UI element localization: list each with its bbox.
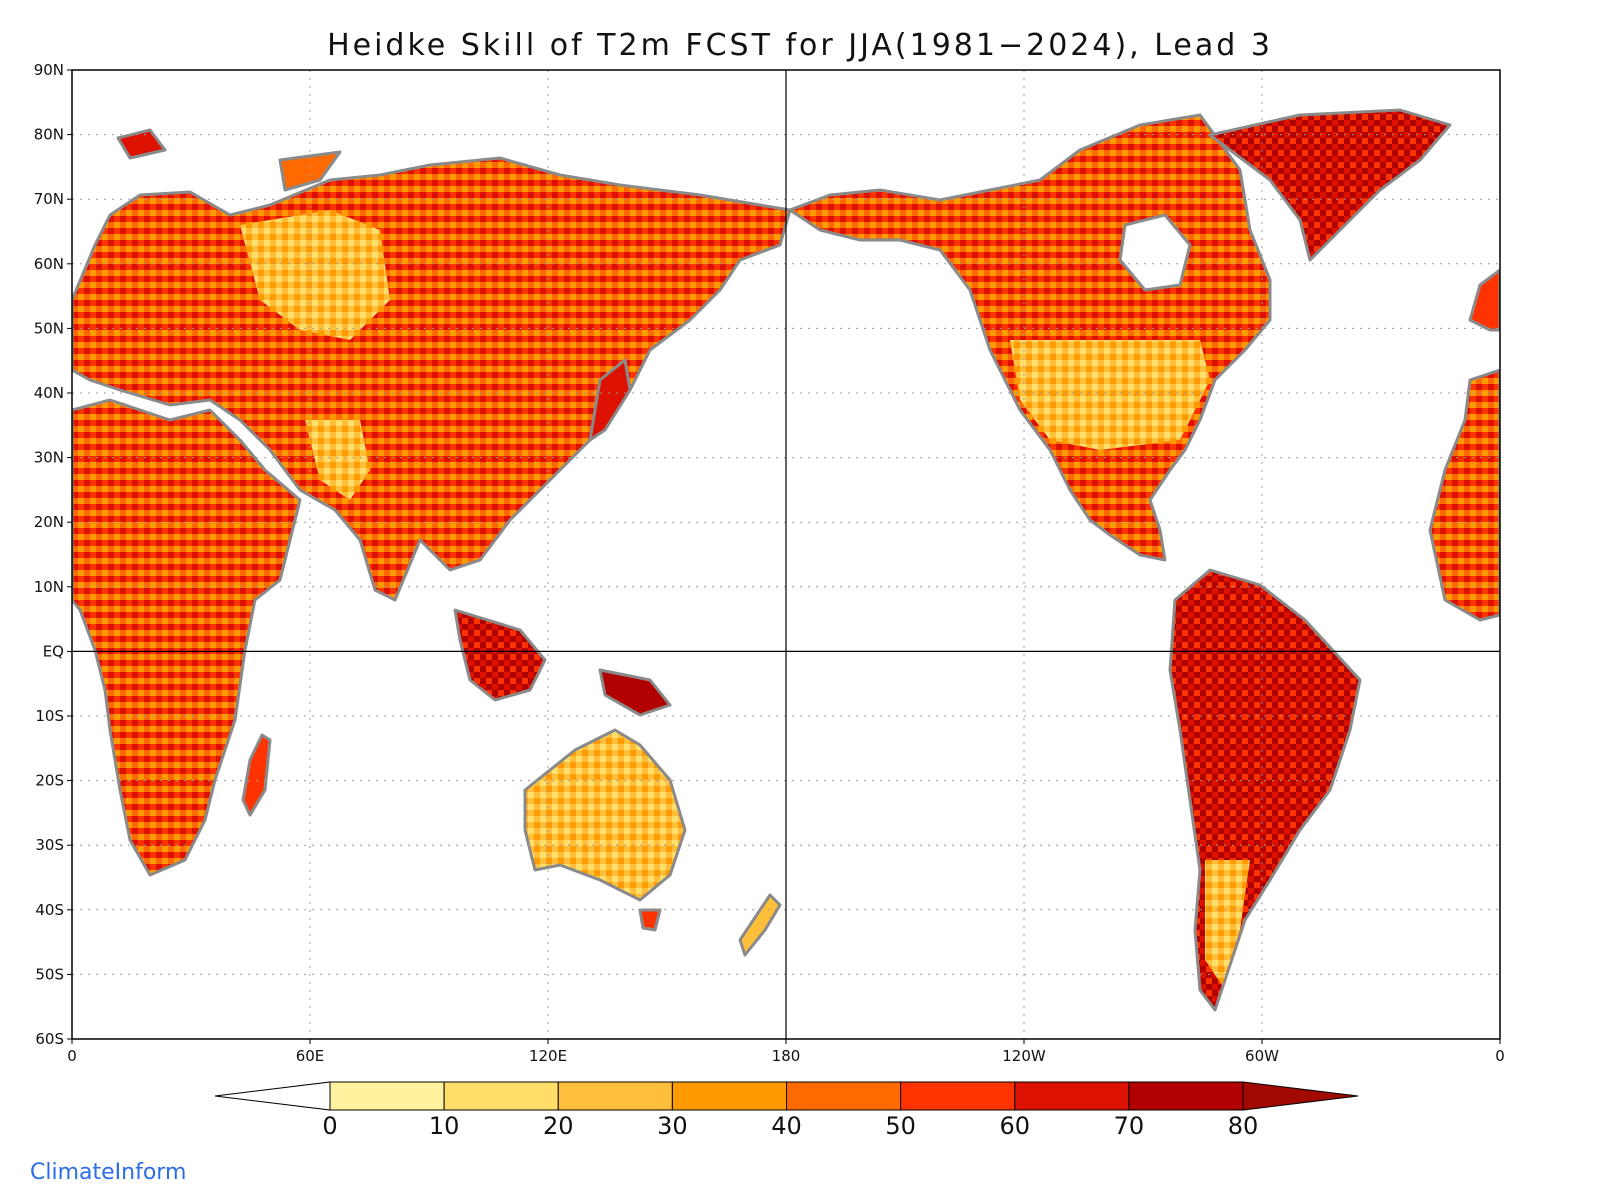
north-america-region bbox=[788, 113, 1272, 562]
south-america-region bbox=[1168, 568, 1362, 1012]
lon-tick-label: 120E bbox=[529, 1047, 567, 1065]
australia-region bbox=[523, 728, 687, 902]
lat-tick-label: 60N bbox=[34, 255, 64, 273]
lat-tick-label: 30N bbox=[34, 449, 64, 467]
colorbar-tick-label: 70 bbox=[1114, 1112, 1145, 1140]
lat-tick-label: 30S bbox=[35, 836, 64, 854]
latitude-axis: 90N 80N 70N 60N 50N 40N 30N 20N 10N EQ 10S 20S 30S 40… bbox=[34, 61, 72, 1048]
lat-tick-label: 10S bbox=[35, 707, 64, 725]
colorbar-arrow-high bbox=[1242, 1081, 1359, 1111]
colorbar-tick-label: 20 bbox=[543, 1112, 574, 1140]
colorbar-arrow-low bbox=[214, 1081, 331, 1111]
japan-region bbox=[588, 358, 632, 442]
credit-label: ClimateInform bbox=[30, 1160, 187, 1185]
iberia-east-edge-region bbox=[1468, 268, 1500, 332]
colorbar-segment bbox=[1128, 1081, 1244, 1111]
lat-tick-label: 80N bbox=[34, 126, 64, 144]
lat-tick-label: 40N bbox=[34, 384, 64, 402]
colorbar-segment bbox=[443, 1081, 559, 1111]
lon-tick-label: 180 bbox=[772, 1047, 801, 1065]
west-africa-east-edge-region bbox=[1428, 368, 1500, 622]
lat-tick-label: 10N bbox=[34, 578, 64, 596]
lon-tick-label: 60W bbox=[1245, 1047, 1279, 1065]
madagascar-region bbox=[241, 733, 272, 817]
lat-tick-label: 50S bbox=[35, 965, 64, 983]
colorbar: 0 10 20 30 40 50 60 70 80 bbox=[214, 1081, 1359, 1140]
lat-tick-label: EQ bbox=[43, 642, 64, 660]
lon-tick-label: 0 bbox=[67, 1047, 77, 1065]
colorbar-tick-label: 0 bbox=[322, 1112, 337, 1140]
eurasia-region bbox=[72, 156, 792, 602]
tasmania-region bbox=[638, 908, 662, 932]
colorbar-segment bbox=[786, 1081, 902, 1111]
lat-tick-label: 50N bbox=[34, 319, 64, 337]
usa-light-region bbox=[1010, 340, 1210, 450]
colorbar-segment bbox=[329, 1081, 445, 1111]
hudson-bay-water bbox=[1118, 213, 1192, 292]
colorbar-tick-label: 40 bbox=[771, 1112, 802, 1140]
lat-tick-label: 60S bbox=[35, 1030, 64, 1048]
new-zealand-region bbox=[738, 893, 782, 957]
lat-tick-label: 70N bbox=[34, 190, 64, 208]
africa-region bbox=[72, 398, 302, 877]
southern-cone-light-region bbox=[1205, 860, 1250, 985]
novaya-zemlya-region bbox=[278, 150, 342, 192]
colorbar-segment bbox=[671, 1081, 787, 1111]
lon-tick-label: 120W bbox=[1002, 1047, 1046, 1065]
greenland-region bbox=[1208, 108, 1452, 262]
lat-tick-label: 20S bbox=[35, 772, 64, 790]
colorbar-segment bbox=[557, 1081, 673, 1111]
new-guinea-region bbox=[598, 668, 672, 717]
colorbar-tick-label: 50 bbox=[885, 1112, 916, 1140]
central-asia-light-region bbox=[240, 210, 390, 340]
lat-tick-label: 20N bbox=[34, 513, 64, 531]
colorbar-tick-label: 30 bbox=[657, 1112, 688, 1140]
lon-tick-label: 60E bbox=[296, 1047, 325, 1065]
lat-tick-label: 40S bbox=[35, 901, 64, 919]
colorbar-tick-label: 60 bbox=[999, 1112, 1030, 1140]
svalbard-region bbox=[116, 128, 167, 160]
lat-tick-label: 90N bbox=[34, 61, 64, 79]
lon-tick-label: 0 bbox=[1495, 1047, 1505, 1065]
colorbar-tick-label: 80 bbox=[1228, 1112, 1259, 1140]
colorbar-segment bbox=[1014, 1081, 1130, 1111]
colorbar-segment bbox=[900, 1081, 1016, 1111]
india-light-region bbox=[305, 420, 370, 500]
map-title: Heidke Skill of T2m FCST for JJA(1981−20… bbox=[327, 28, 1273, 63]
longitude-axis: 0 60E 120E 180 120W 60W 0 bbox=[67, 1039, 1505, 1065]
colorbar-tick-label: 10 bbox=[429, 1112, 460, 1140]
land-field bbox=[72, 108, 1500, 1012]
indonesia-region bbox=[453, 608, 547, 702]
